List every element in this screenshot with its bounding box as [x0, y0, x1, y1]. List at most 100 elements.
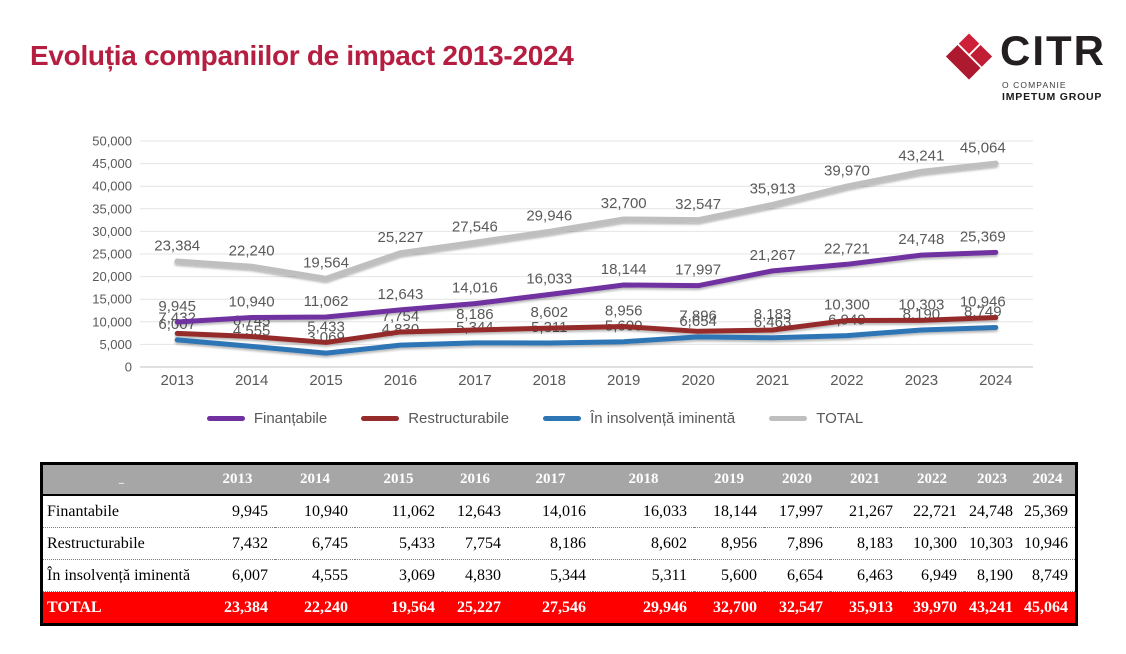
x-axis-tick-label: 2016	[384, 372, 417, 389]
x-axis-tick-label: 2019	[607, 372, 640, 389]
data-label: 8,602	[531, 304, 569, 321]
table-cell: 5,600	[694, 560, 764, 592]
data-label: 32,700	[601, 195, 647, 212]
table-year-header: 2020	[764, 465, 830, 496]
table-cell: 8,190	[964, 560, 1020, 592]
y-axis-tick-label: 15,000	[92, 292, 132, 307]
page-title: Evoluția companiilor de impact 2013-2024	[30, 40, 574, 71]
table-total-cell: 39,970	[900, 592, 964, 623]
citr-logo: CITR O COMPANIE IMPETUM GROUP	[938, 24, 1108, 104]
table-year-header: 2018	[593, 465, 694, 496]
table-cell: 10,303	[964, 528, 1020, 560]
table-year-header: 2015	[355, 465, 442, 496]
table-total-cell: 32,700	[694, 592, 764, 623]
y-axis-tick-label: 5,000	[99, 337, 132, 352]
legend-label: Finanțabile	[253, 410, 328, 427]
y-axis-tick-label: 25,000	[92, 247, 132, 262]
legend-item-3: În insolvență iminentă	[543, 410, 735, 427]
x-axis-tick-label: 2018	[533, 372, 566, 389]
table-year-header: 2016	[442, 465, 508, 496]
table-cell: 12,643	[442, 496, 508, 528]
table-cell: 5,311	[593, 560, 694, 592]
table-cell: 8,749	[1020, 560, 1075, 592]
table-cell: 24,748	[964, 496, 1020, 528]
series-line-4	[174, 160, 999, 282]
legend-swatch-icon	[361, 416, 400, 421]
table-year-header: 2019	[694, 465, 764, 496]
series-line-2	[174, 315, 999, 345]
table-cell: 10,300	[900, 528, 964, 560]
table-row-label: Finantabile	[43, 496, 200, 528]
logo-tagline-line1: O COMPANIE	[1002, 80, 1067, 90]
y-axis-tick-label: 45,000	[92, 156, 132, 171]
table-total-cell: 25,227	[442, 592, 508, 623]
table-cell: 21,267	[830, 496, 900, 528]
table-cell: 6,463	[830, 560, 900, 592]
data-label: 17,997	[675, 262, 721, 279]
data-label: 22,721	[824, 240, 870, 257]
table-row-label: În insolvență iminentă	[43, 560, 200, 592]
data-label: 10,940	[229, 294, 275, 311]
data-label: 10,946	[960, 294, 1006, 311]
table-year-header: 2013	[200, 465, 275, 496]
table-cell: 14,016	[508, 496, 593, 528]
y-axis-tick-label: 0	[125, 360, 132, 375]
table-cell: 7,754	[442, 528, 508, 560]
y-axis-tick-label: 30,000	[92, 224, 132, 239]
table-total-cell: 22,240	[275, 592, 355, 623]
table-total-cell: 32,547	[764, 592, 830, 623]
data-label: 25,369	[960, 228, 1006, 245]
legend-item-2: Restructurabile	[361, 410, 509, 427]
x-axis-tick-label: 2015	[309, 372, 342, 389]
x-axis-tick-label: 2022	[830, 372, 863, 389]
data-label: 6,654	[679, 313, 717, 330]
x-axis-tick-label: 2017	[458, 372, 491, 389]
data-label: 8,186	[456, 306, 494, 323]
table-cell: 6,007	[200, 560, 275, 592]
data-label: 10,303	[898, 296, 944, 313]
data-label: 8,183	[754, 306, 792, 323]
data-label: 32,547	[675, 196, 721, 213]
table-cell: 7,896	[764, 528, 830, 560]
table-cell: 10,946	[1020, 528, 1075, 560]
table-cell: 6,745	[275, 528, 355, 560]
legend-swatch-icon	[206, 416, 245, 421]
x-axis-tick-label: 2013	[161, 372, 194, 389]
series-line-3	[174, 324, 999, 356]
x-axis-tick-label: 2020	[681, 372, 714, 389]
legend-item-4: TOTAL	[769, 410, 863, 427]
table-year-header: 2023	[964, 465, 1020, 496]
data-label: 16,033	[526, 271, 572, 288]
table-total-cell: 23,384	[200, 592, 275, 623]
table-year-header: 2024	[1020, 465, 1075, 496]
y-axis-tick-label: 35,000	[92, 201, 132, 216]
x-axis-tick-label: 2021	[756, 372, 789, 389]
table-total-cell: 43,241	[964, 592, 1020, 623]
table-cell: 6,949	[900, 560, 964, 592]
table-cell: 22,721	[900, 496, 964, 528]
table-total-cell: 29,946	[593, 592, 694, 623]
table-cell: 4,830	[442, 560, 508, 592]
table-cell: 25,369	[1020, 496, 1075, 528]
table-cell: 18,144	[694, 496, 764, 528]
table-total-cell: 35,913	[830, 592, 900, 623]
table-cell: 4,555	[275, 560, 355, 592]
y-axis-tick-label: 10,000	[92, 314, 132, 329]
data-label: 5,433	[307, 318, 345, 335]
table-year-header: 2014	[275, 465, 355, 496]
data-label: 23,384	[154, 237, 200, 254]
legend-swatch-icon	[543, 416, 582, 421]
table-row-label: Restructurabile	[43, 528, 200, 560]
data-label: 9,945	[158, 298, 196, 315]
data-label: 14,016	[452, 280, 498, 297]
table-cell: 11,062	[355, 496, 442, 528]
y-axis-tick-label: 20,000	[92, 269, 132, 284]
data-table: _ 2013 2014 2015 2016 2017 2018 2019 2020 2021 202…	[40, 462, 1078, 626]
table-cell: 9,945	[200, 496, 275, 528]
table-cell: 5,433	[355, 528, 442, 560]
table-total-cell: 45,064	[1020, 592, 1075, 623]
data-label: 29,946	[526, 208, 572, 225]
y-axis-tick-label: 50,000	[92, 134, 132, 149]
data-label: 27,546	[452, 218, 498, 235]
